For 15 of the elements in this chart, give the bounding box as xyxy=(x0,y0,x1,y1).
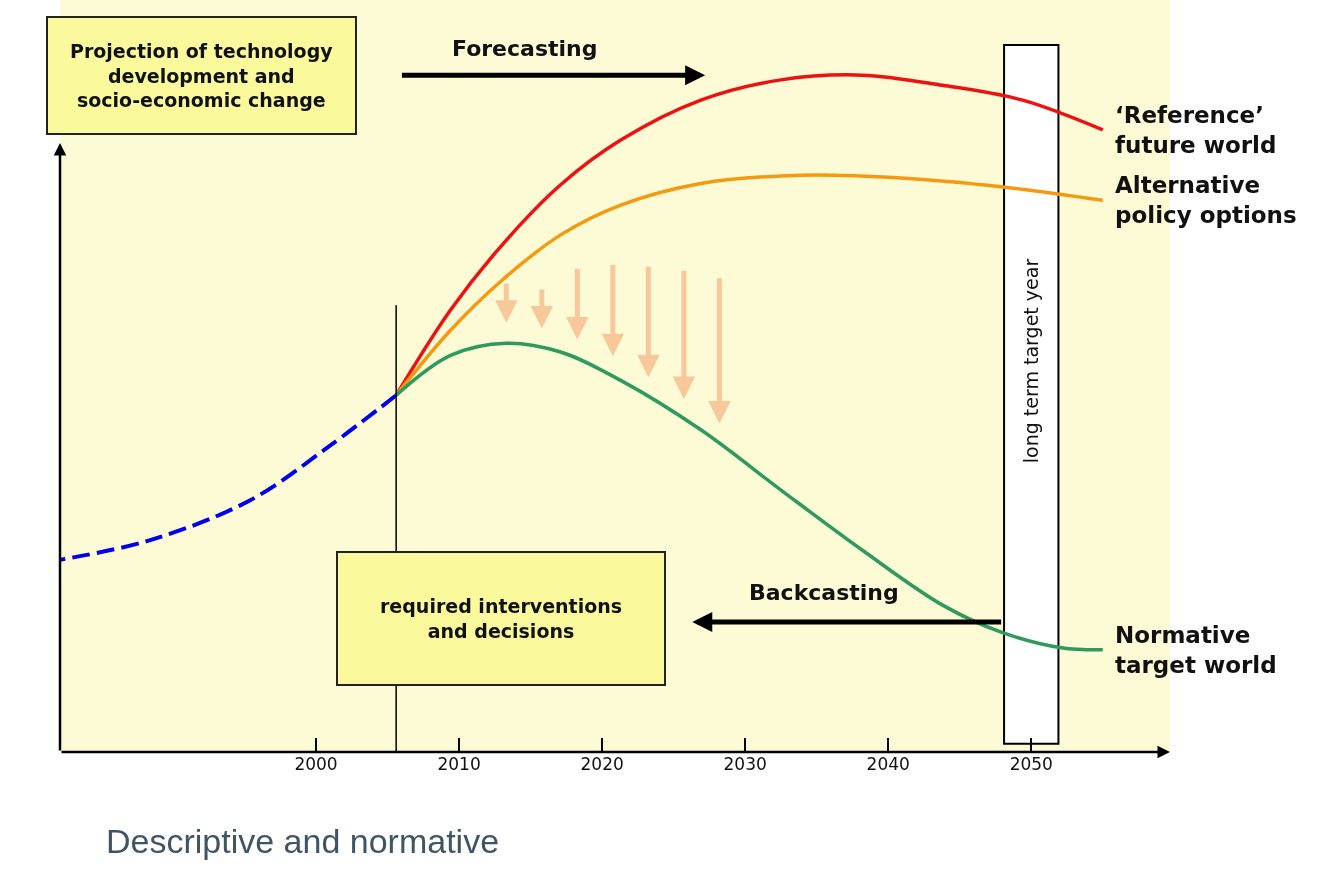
x-tick-label: 2040 xyxy=(866,754,910,774)
x-tick-label: 2020 xyxy=(580,754,624,774)
annotation: required interventions and decisions xyxy=(380,595,623,642)
annotation: Backcasting xyxy=(749,580,899,605)
text: Forecasting xyxy=(452,36,598,61)
x-tick-label: 2000 xyxy=(294,754,338,774)
x-tick-label: 2010 xyxy=(437,754,481,774)
x-tick-label: 2030 xyxy=(723,754,767,774)
x-tick-label: 2050 xyxy=(1009,754,1053,774)
series-label: Normative target world xyxy=(1115,622,1277,678)
series-label: ‘Reference’ future world xyxy=(1115,102,1277,158)
series-label: Alternative policy options xyxy=(1115,172,1297,228)
band-label: long term target year xyxy=(1020,258,1043,464)
annotation: Projection of technology development and socio-economic change xyxy=(70,40,334,112)
text: Descriptive and normative xyxy=(106,822,500,860)
